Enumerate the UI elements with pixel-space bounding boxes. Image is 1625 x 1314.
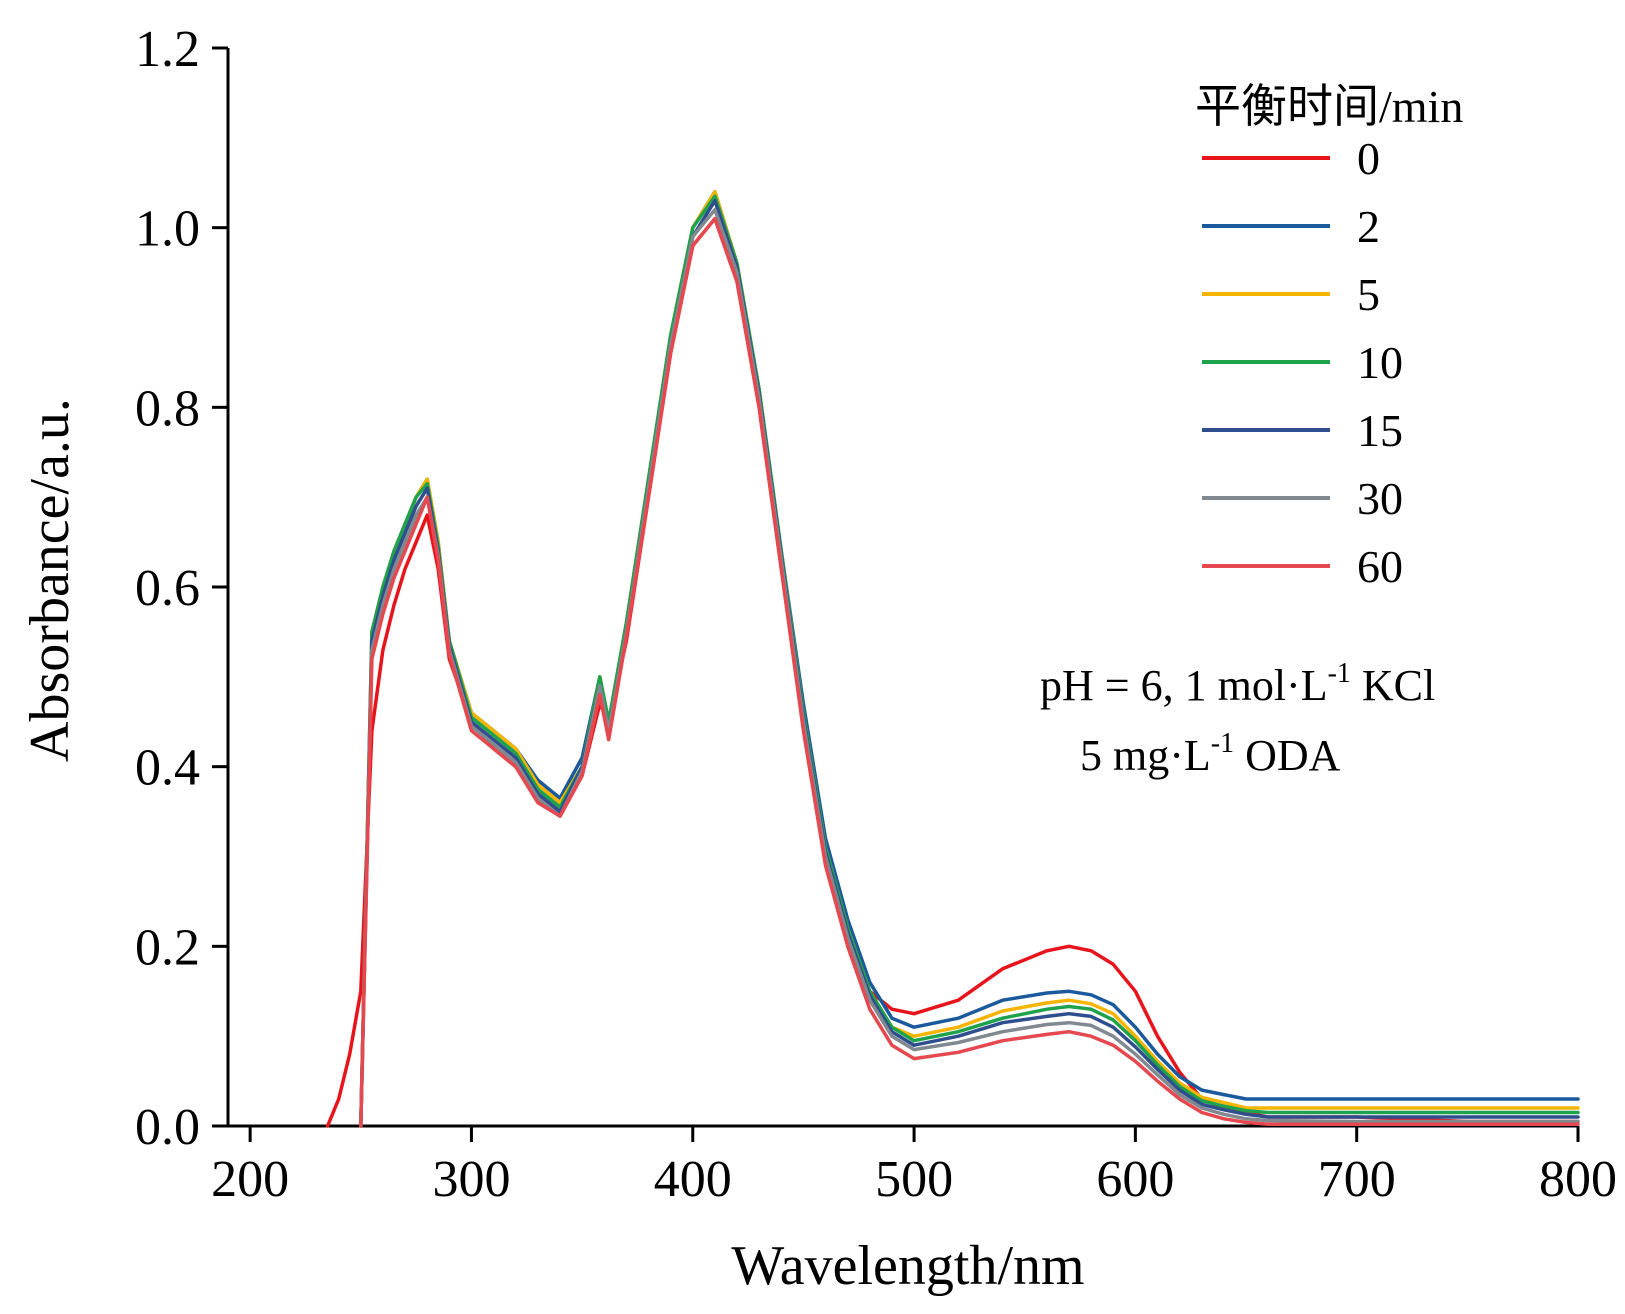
legend: 平衡时间/min 0 2 5 10 15 30 60 <box>1195 81 1463 592</box>
legend-label: 15 <box>1357 405 1403 456</box>
legend-item-30: 30 <box>1202 473 1403 524</box>
y-tick-label: 0.4 <box>135 740 200 797</box>
legend-item-15: 15 <box>1202 405 1403 456</box>
y-tick-label: 0.2 <box>135 919 200 976</box>
y-tick-label: 0.8 <box>135 380 200 437</box>
x-tick-label: 300 <box>432 1151 510 1208</box>
y-tick-label: 0.0 <box>135 1099 200 1156</box>
legend-label: 30 <box>1357 473 1403 524</box>
y-axis-title: Absorbance/a.u. <box>19 398 81 762</box>
x-tick-label: 600 <box>1096 1151 1174 1208</box>
annotation-conditions-tail: KCl <box>1351 661 1435 710</box>
legend-label: 0 <box>1357 133 1380 184</box>
legend-label: 5 <box>1357 269 1380 320</box>
x-tick-label: 800 <box>1539 1151 1617 1208</box>
x-tick-label: 500 <box>875 1151 953 1208</box>
series-line-2 <box>359 189 1580 1128</box>
annotation-concentration-main: 5 mg·L <box>1080 731 1211 780</box>
legend-item-60: 60 <box>1202 541 1403 592</box>
y-tick-label: 0.6 <box>135 560 200 617</box>
annotation-concentration-tail: ODA <box>1234 731 1341 780</box>
x-tick-label: 700 <box>1318 1151 1396 1208</box>
annotation-conditions: pH = 6, 1 mol·L-1 KCl <box>1040 658 1435 710</box>
annotations: pH = 6, 1 mol·L-1 KCl 5 mg·L-1 ODA <box>1040 658 1435 780</box>
x-tick-label: 400 <box>654 1151 732 1208</box>
y-tick-label: 1.2 <box>135 21 200 78</box>
series-line-5 <box>359 189 1580 1128</box>
annotation-conditions-main: pH = 6, 1 mol·L <box>1040 661 1328 710</box>
y-ticks: 0.0 0.2 0.4 0.6 0.8 1.0 1.2 <box>135 21 228 1156</box>
legend-item-2: 2 <box>1202 201 1380 252</box>
annotation-concentration: 5 mg·L-1 ODA <box>1080 728 1341 780</box>
series-group <box>325 189 1580 1128</box>
legend-item-0: 0 <box>1202 133 1380 184</box>
x-ticks: 200 300 400 500 600 700 800 <box>211 1126 1617 1208</box>
annotation-concentration-sup: -1 <box>1211 728 1234 759</box>
series-line-60 <box>359 216 1580 1128</box>
y-tick-label: 1.0 <box>135 201 200 258</box>
x-axis-title: Wavelength/nm <box>731 1235 1084 1297</box>
legend-item-10: 10 <box>1202 337 1403 388</box>
legend-label: 10 <box>1357 337 1403 388</box>
legend-item-5: 5 <box>1202 269 1380 320</box>
legend-label: 60 <box>1357 541 1403 592</box>
annotation-conditions-sup: -1 <box>1328 658 1351 689</box>
legend-title: 平衡时间/min <box>1195 81 1463 132</box>
x-tick-label: 200 <box>211 1151 289 1208</box>
legend-label: 2 <box>1357 201 1380 252</box>
